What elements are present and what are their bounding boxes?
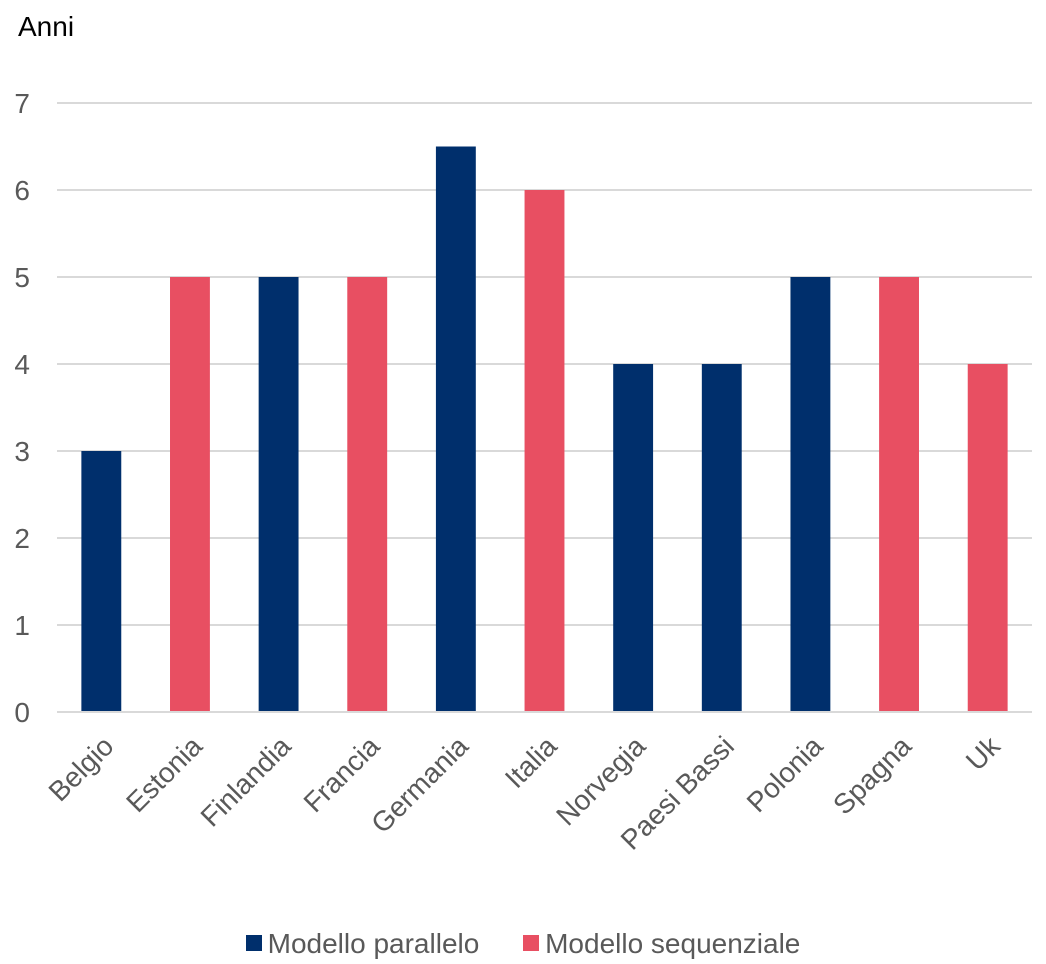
x-tick-label: Finlandia [195, 730, 298, 833]
bar-spagna [879, 277, 919, 712]
bar-germania [435, 146, 476, 712]
y-tick-label: 2 [14, 523, 30, 554]
y-tick-label: 5 [14, 262, 30, 293]
x-tick-label: Germania [365, 730, 474, 839]
bars [81, 146, 1008, 712]
x-tick-label: Spagna [827, 730, 917, 820]
x-tick-label: Estonia [120, 730, 208, 818]
bar-finlandia [258, 277, 299, 712]
bar-norvegia [613, 364, 654, 712]
bar-estonia [170, 277, 210, 712]
legend-swatch-parallel [245, 935, 262, 951]
x-tick-label: Belgio [43, 730, 120, 807]
bar-paesi-bassi [701, 364, 742, 712]
bar-uk [967, 364, 1008, 712]
y-tick-label: 4 [14, 349, 30, 380]
y-tick-label: 1 [14, 610, 30, 641]
y-axis-ticks: 0 1 2 3 4 5 6 7 [14, 88, 30, 728]
x-tick-label: Uk [960, 730, 1007, 777]
bar-francia [347, 277, 388, 712]
x-tick-label: Francia [298, 730, 386, 818]
y-tick-label: 3 [14, 436, 30, 467]
x-tick-label: Italia [499, 730, 563, 794]
legend: Modello parallelo Modello sequenziale [0, 928, 1046, 960]
bar-italia [524, 190, 565, 712]
bar-belgio [81, 451, 122, 712]
legend-item-parallel: Modello parallelo [245, 928, 480, 960]
y-axis-label: Anni [18, 11, 74, 42]
x-tick-label: Polonia [741, 730, 829, 818]
y-tick-label: 7 [14, 88, 30, 119]
y-tick-label: 0 [14, 697, 30, 728]
legend-swatch-sequential [523, 935, 540, 951]
bar-polonia [790, 277, 831, 712]
legend-label-sequential: Modello sequenziale [545, 928, 801, 959]
y-tick-label: 6 [14, 175, 30, 206]
legend-item-sequential: Modello sequenziale [523, 928, 800, 960]
legend-label-parallel: Modello parallelo [267, 928, 480, 959]
